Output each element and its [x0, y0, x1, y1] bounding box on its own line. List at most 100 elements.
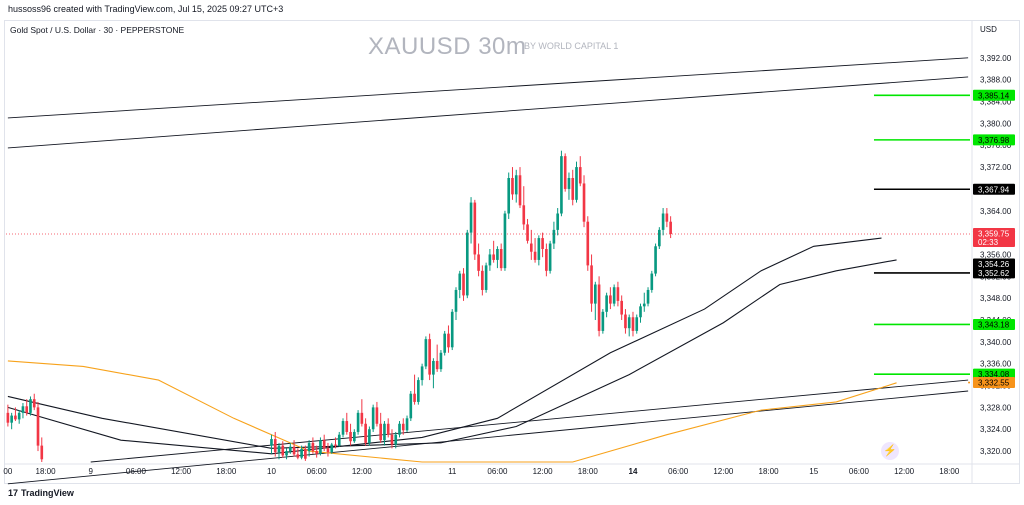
price-level-tag-label: 3,367.94	[978, 185, 1010, 194]
candle-body	[296, 454, 300, 458]
y-tick-label: 3,364.00	[980, 207, 1012, 216]
candle-body	[563, 156, 567, 189]
symbol-description: Gold Spot / U.S. Dollar · 30 · PEPPERSTO…	[10, 25, 185, 35]
candle-body	[334, 444, 337, 446]
candle-body	[507, 178, 511, 214]
x-tick-label: 12:00	[171, 467, 192, 476]
tradingview-footer[interactable]: 17 TradingView	[8, 486, 74, 500]
x-tick-label: 15	[809, 467, 818, 476]
candle-body	[413, 393, 416, 402]
y-tick-label: 3,328.00	[980, 403, 1012, 412]
candle-body	[32, 399, 36, 408]
candle-body	[435, 360, 439, 370]
candle-body	[650, 273, 654, 290]
y-tick-label: 3,392.00	[980, 54, 1012, 63]
candle-body	[424, 339, 428, 367]
y-tick-label: 3,380.00	[980, 119, 1012, 128]
price-level-tag	[973, 183, 1015, 195]
candle-body	[311, 442, 315, 452]
candle-body	[533, 251, 537, 260]
candle-body	[345, 421, 349, 432]
candle-body	[556, 213, 559, 230]
candle-body	[612, 287, 616, 304]
candle-body	[545, 249, 548, 271]
candle-body	[661, 213, 665, 230]
chart-frame	[4, 20, 1020, 484]
candle-body	[409, 393, 413, 419]
candle-body	[383, 423, 386, 441]
x-tick-label: 18:00	[939, 467, 960, 476]
price-level-tag-label: 3,343.18	[978, 320, 1010, 329]
candle-body	[488, 254, 492, 266]
x-tick-label: 18:00	[578, 467, 599, 476]
candle-body	[349, 431, 352, 442]
candle-body	[356, 412, 360, 432]
candle-body	[609, 295, 612, 304]
y-tick-label: 3,348.00	[980, 294, 1012, 303]
candle-body	[281, 445, 285, 456]
tradingview-logo: 17	[8, 488, 19, 498]
candle-body	[481, 270, 484, 290]
candle-body	[379, 423, 382, 441]
candle-body	[522, 205, 526, 225]
candle-body	[401, 423, 405, 431]
candle-body	[300, 448, 303, 458]
trendline	[7, 390, 969, 485]
x-tick-label: 06:00	[668, 467, 689, 476]
candle-body	[10, 415, 13, 423]
candle-body	[514, 175, 518, 195]
candle-body	[537, 238, 541, 260]
candle-body	[29, 399, 32, 413]
candle-body	[627, 317, 631, 329]
candle-body	[635, 317, 639, 331]
candle-body	[465, 232, 469, 296]
candle-body	[25, 406, 29, 413]
x-tick-label: 06:00	[307, 467, 328, 476]
candle-body	[375, 407, 379, 424]
lightning-icon[interactable]: ⚡	[881, 442, 899, 460]
moving-average-line	[7, 237, 882, 455]
candle-body	[586, 221, 590, 266]
candle-body	[499, 249, 503, 269]
candle-body	[17, 412, 21, 420]
moving-average-orange	[7, 360, 897, 463]
candle-body	[462, 273, 465, 296]
candle-body	[458, 273, 462, 290]
price-level-tag	[973, 134, 1015, 146]
candle-body	[420, 366, 424, 381]
candle-body	[277, 445, 281, 453]
chart-header-attribution: hussoss96 created with TradingView.com, …	[8, 4, 284, 14]
candle-body	[270, 439, 273, 446]
chart-watermark-subtitle: BY WORLD CAPITAL 1	[524, 41, 619, 51]
last-price-label: 3,359.75	[978, 229, 1010, 238]
x-tick-label: 06:00	[849, 467, 870, 476]
candle-body	[571, 178, 575, 200]
x-tick-label: 18:00	[397, 467, 418, 476]
candle-body	[582, 183, 586, 222]
candle-body	[616, 287, 620, 301]
price-level-tag-label: 3,332.55	[978, 379, 1010, 388]
x-tick-label: 10	[267, 467, 276, 476]
candle-body	[496, 249, 499, 260]
candle-body	[273, 439, 277, 453]
candle-body	[6, 412, 10, 423]
candle-body	[432, 360, 435, 375]
candle-body	[590, 265, 593, 304]
candle-body	[484, 265, 488, 290]
candle-body	[601, 311, 605, 331]
moving-average-line	[7, 259, 897, 449]
candle-body	[511, 178, 514, 195]
candle-body	[417, 380, 420, 402]
y-tick-label: 3,384.00	[980, 98, 1012, 107]
x-tick-label: 18:00	[36, 467, 57, 476]
x-tick-label: 18:00	[216, 467, 237, 476]
candle-body	[548, 243, 552, 271]
y-tick-label: 3,324.00	[980, 425, 1012, 434]
candle-body	[575, 167, 578, 200]
currency-label[interactable]: USD	[980, 25, 997, 34]
candle-body	[597, 284, 601, 331]
candle-body	[477, 254, 480, 271]
candle-body	[447, 333, 450, 348]
candle-body	[529, 243, 533, 252]
